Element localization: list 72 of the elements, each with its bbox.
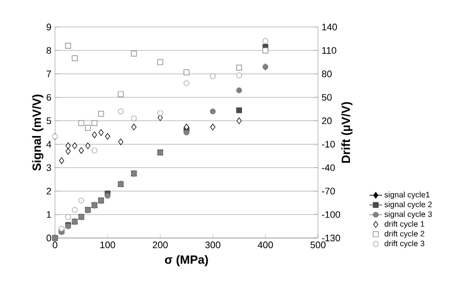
point [210,73,216,80]
point [236,107,242,114]
point [236,64,242,71]
y2-tick-label: 20 [322,117,332,124]
y2-tick-label: -100 [322,211,340,218]
point [65,42,72,49]
y2-tick-label: 80 [322,70,332,78]
point [118,108,124,114]
point [236,87,242,94]
x-tick-label: 500 [310,242,326,248]
point [72,142,78,150]
y-axis-title: Signal (mV/V) [32,94,44,171]
point [92,120,98,126]
point [78,198,84,204]
point [92,148,98,154]
y2-tick-label: 110 [322,47,336,54]
point [236,117,242,124]
point [131,116,137,122]
point [105,133,110,140]
y-tick-label: 1 [46,211,52,218]
point [84,124,91,131]
y2-tick-label: -70 [322,188,335,194]
point [210,124,216,130]
point [131,124,136,130]
point [78,147,84,154]
point [184,80,190,86]
point [58,226,64,232]
y-tick-label: 6 [46,94,52,101]
y2-tick-label: 140 [322,24,337,30]
point [131,50,137,56]
point [236,72,242,78]
x-axis-title: σ (MPa) [164,255,208,266]
y-tick-label: 0 [46,234,52,242]
y-tick-label: 4 [46,140,52,148]
point [184,69,190,76]
y-tick-label: 9 [46,24,52,30]
point [118,138,124,146]
point [157,59,164,66]
point [184,130,190,136]
point [72,55,78,62]
point [118,91,124,98]
point [72,206,78,213]
point [66,148,71,155]
y2-tick-label: -130 [322,234,340,242]
y-tick-label: 3 [46,164,52,172]
point [59,157,64,164]
point [85,142,90,150]
point [65,214,72,220]
y-tick-label: 7 [46,70,52,78]
point [98,129,104,136]
x-tick-label: 300 [205,242,220,248]
y2-tick-label: 50 [322,94,332,101]
point [66,142,71,150]
point [98,110,104,117]
x-tick-label: 200 [152,242,168,248]
y-tick-label: 5 [46,117,52,124]
y2-tick-label: -40 [322,164,335,172]
x-tick-label: 400 [258,242,273,248]
point [262,38,268,44]
x-tick-label: 0 [52,242,58,248]
y2-axis-title: Drift (µV/V) [341,102,352,163]
point [104,192,110,199]
y2-tick-label: -10 [322,140,335,148]
x-tick-label: 100 [100,242,116,248]
y-tick-label: 2 [46,188,52,194]
point [157,110,164,116]
point [184,124,190,130]
point [92,132,97,138]
point [262,48,268,54]
y-tick-label: 8 [46,47,52,54]
point [78,120,84,126]
point [210,108,216,114]
